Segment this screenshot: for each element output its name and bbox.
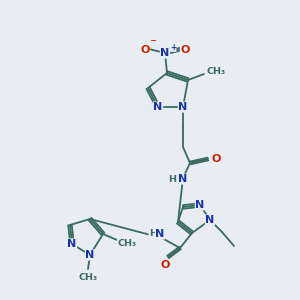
Text: O: O bbox=[180, 45, 190, 55]
Text: O: O bbox=[140, 45, 150, 55]
Text: H: H bbox=[168, 175, 176, 184]
Text: H: H bbox=[149, 230, 157, 238]
Text: N: N bbox=[153, 102, 163, 112]
Text: −: − bbox=[149, 37, 157, 46]
Text: O: O bbox=[160, 260, 170, 270]
Text: +: + bbox=[170, 43, 176, 52]
Text: CH₃: CH₃ bbox=[117, 239, 136, 248]
Text: N: N bbox=[178, 174, 188, 184]
Text: CH₃: CH₃ bbox=[206, 68, 226, 76]
Text: N: N bbox=[68, 239, 76, 249]
Text: N: N bbox=[178, 102, 188, 112]
Text: O: O bbox=[211, 154, 221, 164]
Text: N: N bbox=[195, 200, 205, 210]
Text: N: N bbox=[155, 229, 165, 239]
Text: CH₃: CH₃ bbox=[78, 272, 98, 281]
Text: N: N bbox=[206, 215, 214, 225]
Text: N: N bbox=[85, 250, 94, 260]
Text: N: N bbox=[160, 48, 169, 58]
